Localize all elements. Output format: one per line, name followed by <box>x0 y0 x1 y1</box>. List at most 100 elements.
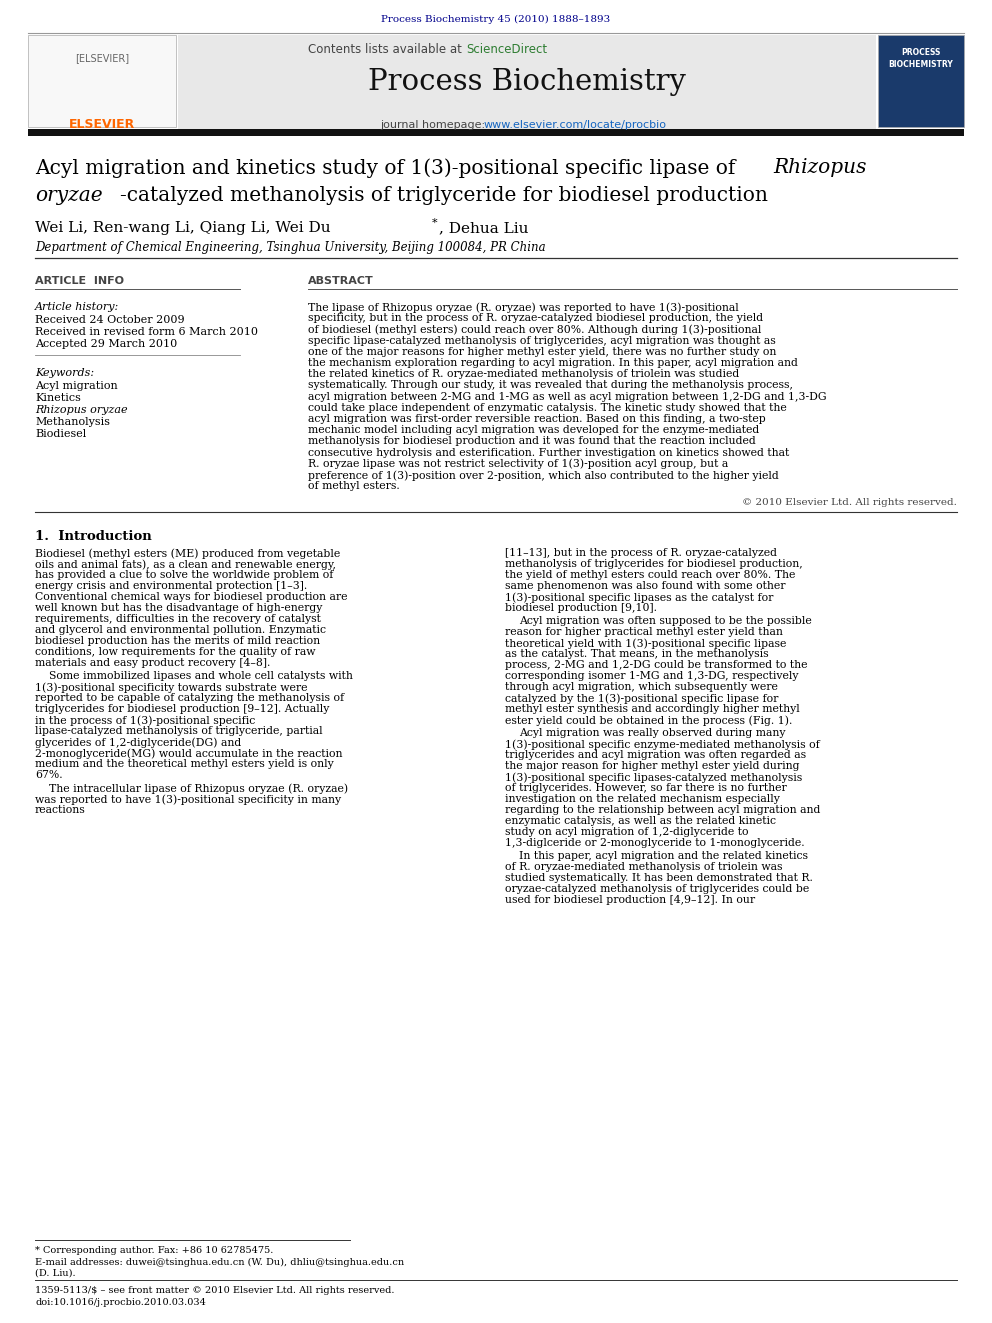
Text: investigation on the related mechanism especially: investigation on the related mechanism e… <box>505 794 780 804</box>
Text: methanolysis of triglycerides for biodiesel production,: methanolysis of triglycerides for biodie… <box>505 560 803 569</box>
FancyBboxPatch shape <box>28 34 176 127</box>
FancyBboxPatch shape <box>28 130 964 136</box>
Text: study on acyl migration of 1,2-diglyceride to: study on acyl migration of 1,2-diglyceri… <box>505 827 749 837</box>
Text: Acyl migration was often supposed to be the possible: Acyl migration was often supposed to be … <box>519 617 811 626</box>
Text: The intracellular lipase of Rhizopus oryzae (R. oryzae): The intracellular lipase of Rhizopus ory… <box>49 783 348 794</box>
Text: Kinetics: Kinetics <box>35 393 81 404</box>
FancyBboxPatch shape <box>878 34 964 127</box>
Text: was reported to have 1(3)-positional specificity in many: was reported to have 1(3)-positional spe… <box>35 794 341 804</box>
Text: Rhizopus oryzae: Rhizopus oryzae <box>35 405 128 415</box>
Text: ScienceDirect: ScienceDirect <box>466 44 548 56</box>
Text: reported to be capable of catalyzing the methanolysis of: reported to be capable of catalyzing the… <box>35 693 344 704</box>
Text: biodiesel production has the merits of mild reaction: biodiesel production has the merits of m… <box>35 636 320 647</box>
Text: , Dehua Liu: , Dehua Liu <box>439 221 529 235</box>
Text: oryzae: oryzae <box>35 187 102 205</box>
Text: the yield of methyl esters could reach over 80%. The: the yield of methyl esters could reach o… <box>505 570 796 581</box>
Text: ARTICLE  INFO: ARTICLE INFO <box>35 277 124 286</box>
Text: 67%.: 67%. <box>35 770 62 781</box>
Text: acyl migration between 2-MG and 1-MG as well as acyl migration between 1,2-DG an: acyl migration between 2-MG and 1-MG as … <box>308 392 826 402</box>
Text: catalyzed by the 1(3)-positional specific lipase for: catalyzed by the 1(3)-positional specifi… <box>505 693 779 704</box>
Text: Wei Li, Ren-wang Li, Qiang Li, Wei Du: Wei Li, Ren-wang Li, Qiang Li, Wei Du <box>35 221 330 235</box>
Text: Process Biochemistry 45 (2010) 1888–1893: Process Biochemistry 45 (2010) 1888–1893 <box>381 15 611 24</box>
Text: as the catalyst. That means, in the methanolysis: as the catalyst. That means, in the meth… <box>505 650 769 659</box>
Text: Methanolysis: Methanolysis <box>35 417 110 427</box>
Text: systematically. Through our study, it was revealed that during the methanolysis : systematically. Through our study, it wa… <box>308 381 793 390</box>
Text: (D. Liu).: (D. Liu). <box>35 1269 75 1278</box>
Text: Acyl migration was really observed during many: Acyl migration was really observed durin… <box>519 729 786 738</box>
Text: triglycerides for biodiesel production [9–12]. Actually: triglycerides for biodiesel production [… <box>35 704 329 714</box>
Text: preference of 1(3)-position over 2-position, which also contributed to the highe: preference of 1(3)-position over 2-posit… <box>308 470 779 480</box>
Text: materials and easy product recovery [4–8].: materials and easy product recovery [4–8… <box>35 659 271 668</box>
Text: acyl migration was first-order reversible reaction. Based on this finding, a two: acyl migration was first-order reversibl… <box>308 414 766 423</box>
Text: methyl ester synthesis and accordingly higher methyl: methyl ester synthesis and accordingly h… <box>505 704 800 714</box>
Text: 1(3)-positional specific lipases-catalyzed methanolysis: 1(3)-positional specific lipases-catalyz… <box>505 773 803 783</box>
Text: Process Biochemistry: Process Biochemistry <box>368 67 685 97</box>
Text: of methyl esters.: of methyl esters. <box>308 482 400 491</box>
Text: process, 2-MG and 1,2-DG could be transformed to the: process, 2-MG and 1,2-DG could be transf… <box>505 660 807 671</box>
Text: oils and animal fats), as a clean and renewable energy,: oils and animal fats), as a clean and re… <box>35 560 336 570</box>
Text: consecutive hydrolysis and esterification. Further investigation on kinetics sho: consecutive hydrolysis and esterificatio… <box>308 447 790 458</box>
Text: oryzae-catalyzed methanolysis of triglycerides could be: oryzae-catalyzed methanolysis of triglyc… <box>505 884 809 894</box>
Text: corresponding isomer 1-MG and 1,3-DG, respectively: corresponding isomer 1-MG and 1,3-DG, re… <box>505 671 799 681</box>
Text: the related kinetics of R. oryzae-mediated methanolysis of triolein was studied: the related kinetics of R. oryzae-mediat… <box>308 369 739 380</box>
Text: 2-monoglyceride(MG) would accumulate in the reaction: 2-monoglyceride(MG) would accumulate in … <box>35 749 342 759</box>
Text: *: * <box>432 218 437 228</box>
Text: through acyl migration, which subsequently were: through acyl migration, which subsequent… <box>505 683 778 692</box>
Text: Some immobilized lipases and whole cell catalysts with: Some immobilized lipases and whole cell … <box>49 671 353 681</box>
Text: Contents lists available at: Contents lists available at <box>309 44 466 56</box>
Text: mechanic model including acyl migration was developed for the enzyme-mediated: mechanic model including acyl migration … <box>308 425 759 435</box>
Text: requirements, difficulties in the recovery of catalyst: requirements, difficulties in the recove… <box>35 614 320 624</box>
Text: -catalyzed methanolysis of triglyceride for biodiesel production: -catalyzed methanolysis of triglyceride … <box>120 187 768 205</box>
Text: glycerides of 1,2-diglyceride(DG) and: glycerides of 1,2-diglyceride(DG) and <box>35 737 241 747</box>
Text: specific lipase-catalyzed methanolysis of triglycerides, acyl migration was thou: specific lipase-catalyzed methanolysis o… <box>308 336 776 345</box>
Text: In this paper, acyl migration and the related kinetics: In this paper, acyl migration and the re… <box>519 852 808 861</box>
Text: Conventional chemical ways for biodiesel production are: Conventional chemical ways for biodiesel… <box>35 593 347 602</box>
Text: methanolysis for biodiesel production and it was found that the reaction include: methanolysis for biodiesel production an… <box>308 437 756 446</box>
Text: regarding to the relationship between acyl migration and: regarding to the relationship between ac… <box>505 806 820 815</box>
Text: 1.  Introduction: 1. Introduction <box>35 531 152 544</box>
Text: biodiesel production [9,10].: biodiesel production [9,10]. <box>505 603 657 614</box>
Text: enzymatic catalysis, as well as the related kinetic: enzymatic catalysis, as well as the rela… <box>505 816 776 827</box>
Text: lipase-catalyzed methanolysis of triglyceride, partial: lipase-catalyzed methanolysis of triglyc… <box>35 726 322 737</box>
Text: triglycerides and acyl migration was often regarded as: triglycerides and acyl migration was oft… <box>505 750 806 761</box>
Text: Received in revised form 6 March 2010: Received in revised form 6 March 2010 <box>35 327 258 337</box>
Text: Department of Chemical Engineering, Tsinghua University, Beijing 100084, PR Chin: Department of Chemical Engineering, Tsin… <box>35 241 546 254</box>
Text: The lipase of Rhizopus oryzae (R. oryzae) was reported to have 1(3)-positional: The lipase of Rhizopus oryzae (R. oryzae… <box>308 302 739 312</box>
Text: Biodiesel: Biodiesel <box>35 429 86 439</box>
Text: [ELSEVIER]: [ELSEVIER] <box>75 53 129 64</box>
Text: ELSEVIER: ELSEVIER <box>68 118 135 131</box>
Text: Acyl migration and kinetics study of 1(3)-positional specific lipase of: Acyl migration and kinetics study of 1(3… <box>35 157 742 177</box>
Text: specificity, but in the process of R. oryzae-catalyzed biodiesel production, the: specificity, but in the process of R. or… <box>308 314 763 323</box>
Text: could take place independent of enzymatic catalysis. The kinetic study showed th: could take place independent of enzymati… <box>308 402 787 413</box>
Text: theoretical yield with 1(3)-positional specific lipase: theoretical yield with 1(3)-positional s… <box>505 639 787 650</box>
Text: has provided a clue to solve the worldwide problem of: has provided a clue to solve the worldwi… <box>35 570 333 581</box>
Text: of biodiesel (methyl esters) could reach over 80%. Although during 1(3)-position: of biodiesel (methyl esters) could reach… <box>308 324 762 335</box>
Text: PROCESS
BIOCHEMISTRY: PROCESS BIOCHEMISTRY <box>889 48 953 69</box>
Text: and glycerol and environmental pollution. Enzymatic: and glycerol and environmental pollution… <box>35 626 326 635</box>
Text: of triglycerides. However, so far there is no further: of triglycerides. However, so far there … <box>505 783 787 794</box>
Text: R. oryzae lipase was not restrict selectivity of 1(3)-position acyl group, but a: R. oryzae lipase was not restrict select… <box>308 459 728 470</box>
Text: * Corresponding author. Fax: +86 10 62785475.: * Corresponding author. Fax: +86 10 6278… <box>35 1246 274 1256</box>
Text: conditions, low requirements for the quality of raw: conditions, low requirements for the qua… <box>35 647 315 658</box>
Text: ABSTRACT: ABSTRACT <box>308 277 374 286</box>
Text: Article history:: Article history: <box>35 302 119 312</box>
Text: reactions: reactions <box>35 806 85 815</box>
Text: 1(3)-positional specific lipases as the catalyst for: 1(3)-positional specific lipases as the … <box>505 593 774 603</box>
Text: Rhizopus: Rhizopus <box>773 157 866 177</box>
Text: Accepted 29 March 2010: Accepted 29 March 2010 <box>35 339 178 349</box>
Text: 1(3)-positional specific enzyme-mediated methanolysis of: 1(3)-positional specific enzyme-mediated… <box>505 740 819 750</box>
Text: Received 24 October 2009: Received 24 October 2009 <box>35 315 185 325</box>
Text: studied systematically. It has been demonstrated that R.: studied systematically. It has been demo… <box>505 873 812 884</box>
Text: well known but has the disadvantage of high-energy: well known but has the disadvantage of h… <box>35 603 322 614</box>
Text: 1,3-diglceride or 2-monoglyceride to 1-monoglyceride.: 1,3-diglceride or 2-monoglyceride to 1-m… <box>505 839 805 848</box>
Text: one of the major reasons for higher methyl ester yield, there was no further stu: one of the major reasons for higher meth… <box>308 347 777 357</box>
Text: Biodiesel (methyl esters (ME) produced from vegetable: Biodiesel (methyl esters (ME) produced f… <box>35 549 340 558</box>
Text: energy crisis and environmental protection [1–3].: energy crisis and environmental protecti… <box>35 581 308 591</box>
FancyBboxPatch shape <box>178 34 876 135</box>
Text: of R. oryzae-mediated methanolysis of triolein was: of R. oryzae-mediated methanolysis of tr… <box>505 863 783 872</box>
Text: [11–13], but in the process of R. oryzae-catalyzed: [11–13], but in the process of R. oryzae… <box>505 549 777 558</box>
Text: in the process of 1(3)-positional specific: in the process of 1(3)-positional specif… <box>35 716 255 726</box>
Text: 1(3)-positional specificity towards substrate were: 1(3)-positional specificity towards subs… <box>35 683 308 693</box>
Text: same phenomenon was also found with some other: same phenomenon was also found with some… <box>505 581 786 591</box>
Text: Keywords:: Keywords: <box>35 368 94 378</box>
